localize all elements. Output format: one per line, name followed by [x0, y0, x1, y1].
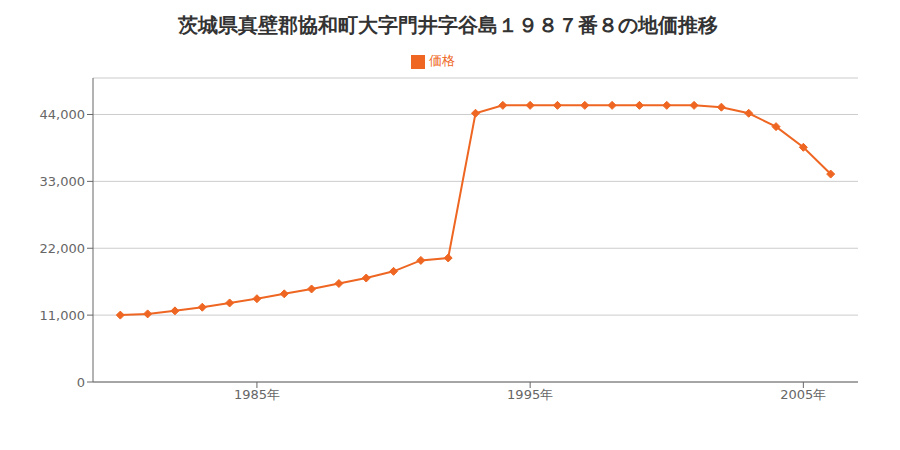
- svg-text:0: 0: [77, 375, 85, 390]
- html-text:価格: 価格: [429, 53, 455, 68]
- svg-text:1995年: 1995年: [507, 387, 553, 402]
- svg-text:11,000: 11,000: [40, 308, 86, 323]
- svg-text:33,000: 33,000: [40, 174, 86, 189]
- html-text:茨城県真壁郡協和町大字門井字谷島１９８７番８の地価推移: 茨城県真壁郡協和町大字門井字谷島１９８７番８の地価推移: [178, 13, 718, 37]
- svg-text:44,000: 44,000: [40, 107, 86, 122]
- svg-text:22,000: 22,000: [40, 241, 86, 256]
- svg-text:1985年: 1985年: [234, 387, 280, 402]
- svg-text:2005年: 2005年: [780, 387, 826, 402]
